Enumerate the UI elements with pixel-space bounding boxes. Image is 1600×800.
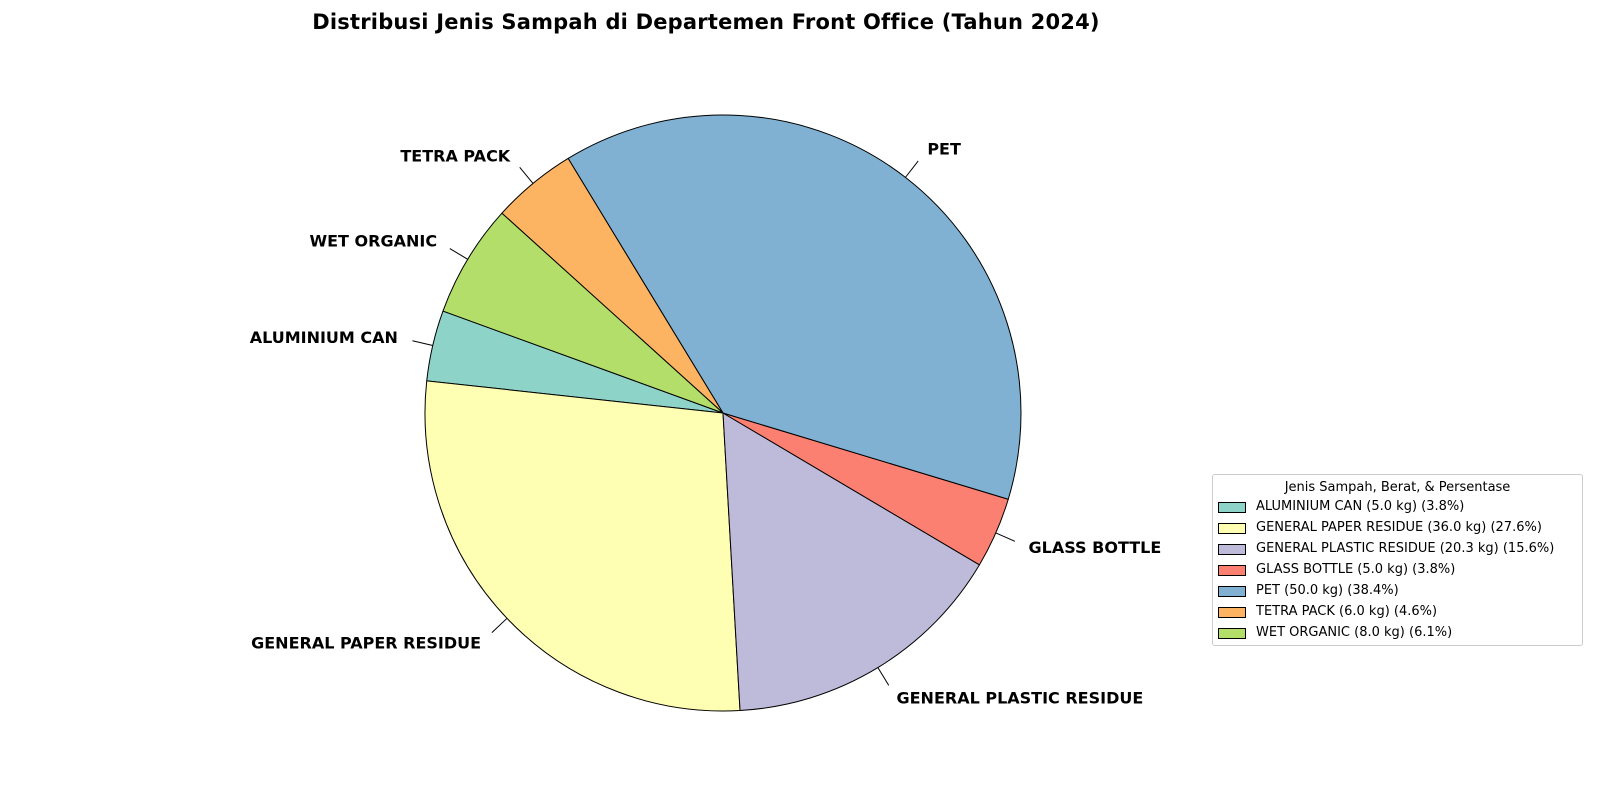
legend: Jenis Sampah, Berat, & Persentase ALUMIN… xyxy=(1212,474,1583,646)
pie-slice-general-paper-residue xyxy=(424,380,741,712)
legend-swatch xyxy=(1218,628,1246,639)
slice-label-wet-organic: WET ORGANIC xyxy=(309,231,437,250)
legend-label: GENERAL PLASTIC RESIDUE (20.3 kg) (15.6%… xyxy=(1256,541,1555,556)
slice-label-glass-bottle: GLASS BOTTLE xyxy=(1029,538,1162,557)
leader-line-pet xyxy=(905,160,919,178)
slice-label-aluminium-can: ALUMINIUM CAN xyxy=(250,328,398,347)
legend-label: ALUMINIUM CAN (5.0 kg) (3.8%) xyxy=(1256,499,1465,514)
legend-swatch xyxy=(1218,502,1246,513)
legend-label: WET ORGANIC (8.0 kg) (6.1%) xyxy=(1256,625,1453,640)
leader-line-glass-bottle xyxy=(995,532,1016,542)
legend-swatch xyxy=(1218,607,1246,618)
leader-line-aluminium-can xyxy=(412,340,433,346)
slice-label-general-paper-residue: GENERAL PAPER RESIDUE xyxy=(251,633,481,652)
slice-label-tetra-pack: TETRA PACK xyxy=(400,146,510,165)
legend-item-pet: PET (50.0 kg) (38.4%) xyxy=(1213,582,1582,603)
chart-title: Distribusi Jenis Sampah di Departemen Fr… xyxy=(312,10,1100,34)
pie-slices xyxy=(424,114,1022,712)
leader-line-general-paper-residue xyxy=(491,617,508,634)
pie-slice-wet-organic xyxy=(442,212,724,414)
legend-swatch xyxy=(1218,565,1246,576)
legend-title: Jenis Sampah, Berat, & Persentase xyxy=(1284,480,1511,495)
legend-item-wet-organic: WET ORGANIC (8.0 kg) (6.1%) xyxy=(1213,624,1582,645)
leader-line-tetra-pack xyxy=(519,167,534,184)
pie-slice-general-plastic-residue xyxy=(722,412,980,712)
legend-item-tetra-pack: TETRA PACK (6.0 kg) (4.6%) xyxy=(1213,603,1582,624)
legend-swatch xyxy=(1218,523,1246,534)
legend-label: PET (50.0 kg) (38.4%) xyxy=(1256,583,1399,598)
slice-label-pet: PET xyxy=(927,140,961,159)
pie-labels: ALUMINIUM CAN GENERAL PAPER RESIDUE GENERA… xyxy=(250,140,1162,708)
legend-item-general-plastic-residue: GENERAL PLASTIC RESIDUE (20.3 kg) (15.6%… xyxy=(1213,540,1582,561)
legend-item-aluminium-can: ALUMINIUM CAN (5.0 kg) (3.8%) xyxy=(1213,498,1582,519)
legend-swatch xyxy=(1218,586,1246,597)
legend-items: ALUMINIUM CAN (5.0 kg) (3.8%) GENERAL PAP… xyxy=(1213,498,1582,645)
leader-line-general-plastic-residue xyxy=(877,667,890,686)
legend-item-glass-bottle: GLASS BOTTLE (5.0 kg) (3.8%) xyxy=(1213,561,1582,582)
legend-swatch xyxy=(1218,544,1246,555)
legend-label: GLASS BOTTLE (5.0 kg) (3.8%) xyxy=(1256,562,1456,577)
legend-label: TETRA PACK (6.0 kg) (4.6%) xyxy=(1256,604,1438,619)
legend-label: GENERAL PAPER RESIDUE (36.0 kg) (27.6%) xyxy=(1256,520,1542,535)
legend-item-general-paper-residue: GENERAL PAPER RESIDUE (36.0 kg) (27.6%) xyxy=(1213,519,1582,540)
slice-label-general-plastic-residue: GENERAL PLASTIC RESIDUE xyxy=(896,689,1143,708)
leader-line-wet-organic xyxy=(449,248,468,260)
